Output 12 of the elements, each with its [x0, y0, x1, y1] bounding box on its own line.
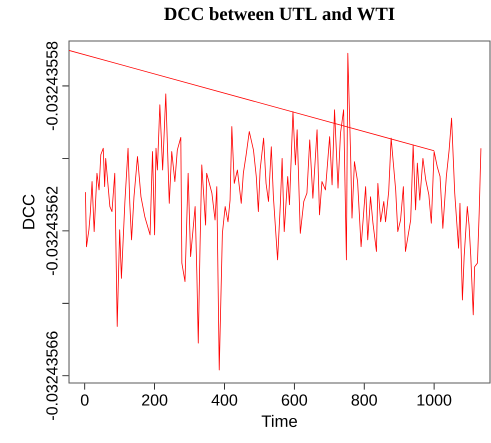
- x-tick-label: 200: [142, 394, 168, 406]
- x-tick-label: 1000: [418, 394, 452, 406]
- chart-title: DCC between UTL and WTI: [164, 7, 394, 20]
- x-tick-label: 800: [352, 394, 377, 406]
- y-tick-label: -0.03243562: [46, 186, 58, 276]
- x-axis-title: Time: [262, 414, 297, 428]
- y-tick-label: -0.03243566: [46, 332, 58, 420]
- y-tick-label: -0.03243558: [46, 42, 58, 130]
- y-axis-title: DCC: [22, 194, 34, 229]
- x-tick-label: 0: [80, 394, 89, 406]
- x-tick-label: 600: [282, 394, 308, 406]
- x-tick-label: 400: [212, 394, 238, 406]
